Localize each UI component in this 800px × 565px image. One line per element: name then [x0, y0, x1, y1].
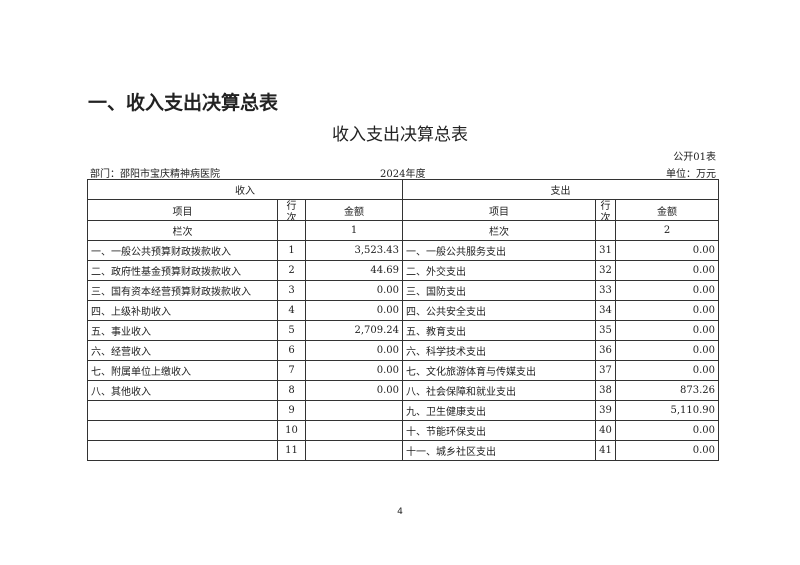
expense-row-no: 31 — [595, 240, 616, 261]
col-number: 2 — [615, 220, 719, 241]
income-row-no: 4 — [277, 300, 306, 321]
expense-item: 六、科学技术支出 — [402, 340, 596, 361]
expense-item: 一、一般公共服务支出 — [402, 240, 596, 261]
budget-table: 收入 支出 项目 行次 金额 项目 行次 金额 栏次 1 栏次 2 一、一般公共预… — [87, 179, 719, 461]
income-item: 八、其他收入 — [87, 380, 278, 401]
income-row-no: 3 — [277, 280, 306, 301]
income-item: 一、一般公共预算财政拨款收入 — [87, 240, 278, 261]
expense-item: 九、卫生健康支出 — [402, 400, 596, 421]
amount-header: 金额 — [305, 199, 403, 221]
table-row: 八、其他收入 8 0.00 八、社会保障和就业支出 38 873.26 — [87, 380, 719, 401]
income-item: 七、附属单位上缴收入 — [87, 360, 278, 381]
expense-row-no: 39 — [595, 400, 616, 421]
row-no-header: 行次 — [600, 201, 611, 220]
page-number: 4 — [397, 507, 403, 517]
income-item — [87, 420, 278, 441]
income-row-no: 10 — [277, 420, 306, 441]
expense-row-no: 34 — [595, 300, 616, 321]
expense-header: 支出 — [402, 179, 719, 200]
expense-amount: 0.00 — [615, 420, 719, 441]
expense-item: 四、公共安全支出 — [402, 300, 596, 321]
income-amount — [305, 440, 403, 461]
income-amount — [305, 420, 403, 441]
expense-amount: 0.00 — [615, 340, 719, 361]
table-row: 三、国有资本经营预算财政拨款收入 3 0.00 三、国防支出 33 0.00 — [87, 280, 719, 301]
income-amount: 2,709.24 — [305, 320, 403, 341]
expense-row-no: 37 — [595, 360, 616, 381]
income-item: 五、事业收入 — [87, 320, 278, 341]
expense-amount: 0.00 — [615, 360, 719, 381]
section-heading: 一、收入支出决算总表 — [88, 92, 279, 114]
expense-amount: 0.00 — [615, 320, 719, 341]
department: 部门：邵阳市宝庆精神病医院 — [90, 169, 220, 180]
income-item: 六、经营收入 — [87, 340, 278, 361]
expense-row-no: 36 — [595, 340, 616, 361]
expense-item: 十一、城乡社区支出 — [402, 440, 596, 461]
table-row: 11 十一、城乡社区支出 41 0.00 — [87, 440, 719, 461]
income-item: 二、政府性基金预算财政拨款收入 — [87, 260, 278, 281]
income-item: 四、上级补助收入 — [87, 300, 278, 321]
form-number: 公开01表 — [673, 152, 716, 163]
item-header: 项目 — [402, 199, 596, 221]
income-item: 三、国有资本经营预算财政拨款收入 — [87, 280, 278, 301]
table-row: 10 十、节能环保支出 40 0.00 — [87, 420, 719, 441]
income-row-no: 9 — [277, 400, 306, 421]
expense-amount: 0.00 — [615, 440, 719, 461]
income-amount: 0.00 — [305, 360, 403, 381]
income-row-no: 7 — [277, 360, 306, 381]
col-label: 栏次 — [402, 220, 596, 241]
income-row-no: 8 — [277, 380, 306, 401]
expense-item: 五、教育支出 — [402, 320, 596, 341]
expense-amount: 0.00 — [615, 240, 719, 261]
expense-item: 八、社会保障和就业支出 — [402, 380, 596, 401]
col-number: 1 — [305, 220, 403, 241]
table-row: 一、一般公共预算财政拨款收入 1 3,523.43 一、一般公共服务支出 31 0.00 — [87, 240, 719, 261]
income-amount: 44.69 — [305, 260, 403, 281]
expense-row-no: 38 — [595, 380, 616, 401]
table-row: 六、经营收入 6 0.00 六、科学技术支出 36 0.00 — [87, 340, 719, 361]
table-row: 二、政府性基金预算财政拨款收入 2 44.69 二、外交支出 32 0.00 — [87, 260, 719, 281]
income-item — [87, 440, 278, 461]
expense-row-no: 32 — [595, 260, 616, 281]
table-row: 四、上级补助收入 4 0.00 四、公共安全支出 34 0.00 — [87, 300, 719, 321]
income-row-no: 11 — [277, 440, 306, 461]
expense-item: 二、外交支出 — [402, 260, 596, 281]
table-row: 五、事业收入 5 2,709.24 五、教育支出 35 0.00 — [87, 320, 719, 341]
income-row-no: 5 — [277, 320, 306, 341]
expense-row-no: 33 — [595, 280, 616, 301]
table-title: 收入支出决算总表 — [332, 125, 468, 145]
income-row-no: 1 — [277, 240, 306, 261]
expense-amount: 5,110.90 — [615, 400, 719, 421]
income-header: 收入 — [87, 179, 403, 200]
income-amount: 0.00 — [305, 280, 403, 301]
income-amount: 0.00 — [305, 380, 403, 401]
expense-amount: 0.00 — [615, 280, 719, 301]
income-amount: 0.00 — [305, 300, 403, 321]
expense-row-no: 40 — [595, 420, 616, 441]
year: 2024年度 — [380, 169, 426, 180]
income-amount: 0.00 — [305, 340, 403, 361]
col-label: 栏次 — [87, 220, 278, 241]
table-row: 9 九、卫生健康支出 39 5,110.90 — [87, 400, 719, 421]
expense-item: 十、节能环保支出 — [402, 420, 596, 441]
income-amount: 3,523.43 — [305, 240, 403, 261]
expense-amount: 0.00 — [615, 300, 719, 321]
unit: 单位：万元 — [666, 169, 716, 180]
income-item — [87, 400, 278, 421]
income-row-no: 6 — [277, 340, 306, 361]
expense-item: 三、国防支出 — [402, 280, 596, 301]
expense-item: 七、文化旅游体育与传媒支出 — [402, 360, 596, 381]
row-no-header: 行次 — [286, 201, 297, 220]
expense-row-no: 41 — [595, 440, 616, 461]
expense-amount: 0.00 — [615, 260, 719, 281]
table-row: 七、附属单位上缴收入 7 0.00 七、文化旅游体育与传媒支出 37 0.00 — [87, 360, 719, 381]
amount-header: 金额 — [615, 199, 719, 221]
expense-row-no: 35 — [595, 320, 616, 341]
item-header: 项目 — [87, 199, 278, 221]
expense-amount: 873.26 — [615, 380, 719, 401]
income-amount — [305, 400, 403, 421]
income-row-no: 2 — [277, 260, 306, 281]
